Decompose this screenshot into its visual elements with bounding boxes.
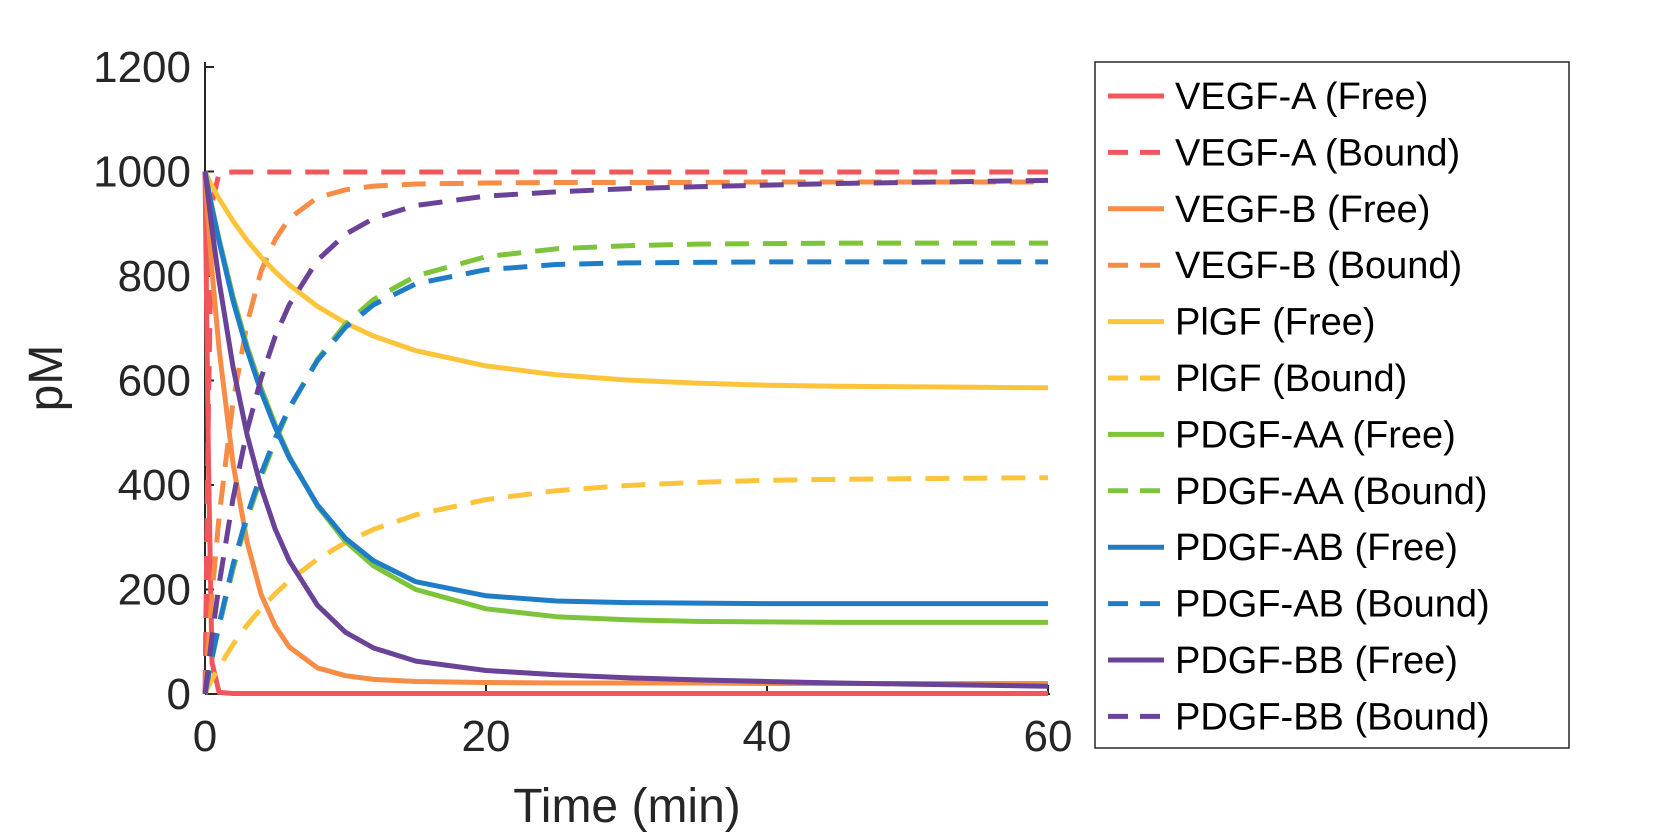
legend-label: VEGF-A (Bound): [1175, 132, 1460, 174]
x-tick-label: 0: [193, 712, 217, 761]
legend-label: PDGF-BB (Bound): [1175, 696, 1490, 738]
y-axis-ticks: 0 200 400 600 800 1000 1200: [93, 43, 214, 719]
legend-label: PDGF-AB (Bound): [1175, 584, 1490, 626]
y-axis-title: pM: [20, 345, 73, 412]
legend-label: VEGF-B (Free): [1175, 189, 1430, 231]
series-line-vegf-a-bound: [202, 169, 1048, 695]
y-tick-label: 1000: [93, 148, 191, 197]
legend-box: [1094, 61, 1570, 749]
y-tick-label: 200: [118, 566, 191, 615]
series-line-pdgf-ab-free: [202, 171, 1048, 607]
series-line-pdgf-bb-free: [202, 171, 1049, 689]
y-tick-label: 800: [118, 252, 191, 301]
x-tick-label: 40: [743, 712, 792, 761]
series-line-pdgf-bb-bound: [202, 177, 1049, 695]
x-tick-label: 20: [462, 712, 511, 761]
legend-label: PlGF (Bound): [1175, 358, 1407, 400]
legend-label: PDGF-AA (Bound): [1175, 471, 1488, 513]
legend-label: PlGF (Free): [1175, 302, 1376, 344]
series-layer: [202, 169, 1049, 696]
x-tick-label: 60: [1024, 712, 1073, 761]
legend-label: VEGF-A (Free): [1175, 76, 1428, 118]
legend-label: PDGF-BB (Free): [1175, 640, 1458, 682]
y-tick-label: 400: [118, 461, 191, 510]
y-tick-label: 1200: [93, 43, 191, 92]
legend: VEGF-A (Free) VEGF-A (Bound) VEGF-B (Free)…: [1094, 61, 1570, 749]
series-line-plgf-free: [202, 170, 1049, 391]
x-axis-title: Time (min): [513, 780, 741, 833]
legend-label: PDGF-AA (Free): [1175, 414, 1456, 456]
legend-items: VEGF-A (Free) VEGF-A (Bound) VEGF-B (Free)…: [1108, 76, 1490, 738]
y-tick-label: 600: [118, 357, 191, 406]
series-line-pdgf-ab-bound: [202, 259, 1048, 695]
legend-label: VEGF-B (Bound): [1175, 245, 1462, 287]
x-axis-ticks: 0 20 40 60: [193, 685, 1073, 761]
series-line-pdgf-aa-free: [202, 171, 1048, 625]
legend-label: PDGF-AB (Free): [1175, 527, 1458, 569]
series-line-pdgf-aa-bound: [202, 240, 1048, 695]
y-tick-label: 0: [167, 670, 191, 719]
series-line-plgf-bound: [202, 475, 1049, 696]
series-line-vegf-a-free: [202, 171, 1048, 696]
